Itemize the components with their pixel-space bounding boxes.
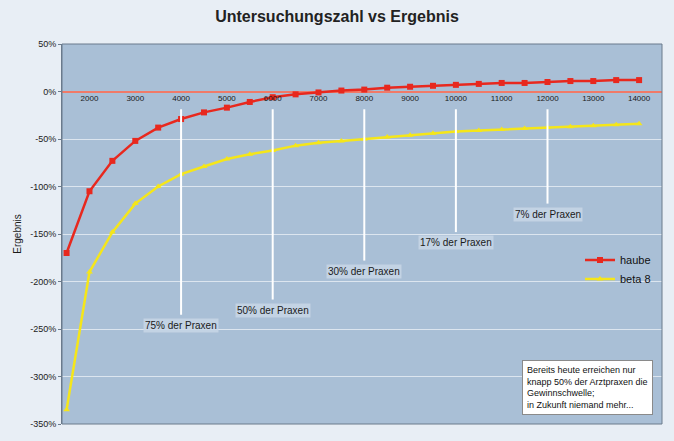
svg-text:-100%: -100%	[30, 182, 56, 192]
svg-text:beta 8: beta 8	[620, 273, 651, 285]
svg-text:Ergebnis: Ergebnis	[12, 214, 23, 253]
svg-text:50% der Praxen: 50% der Praxen	[237, 305, 309, 316]
svg-text:13000: 13000	[582, 94, 605, 103]
svg-text:17% der Praxen: 17% der Praxen	[420, 237, 492, 248]
svg-text:-250%: -250%	[30, 324, 56, 334]
svg-text:5000: 5000	[218, 94, 236, 103]
svg-text:11000: 11000	[491, 94, 513, 103]
svg-text:50%: 50%	[38, 39, 56, 49]
svg-text:7% der Praxen: 7% der Praxen	[515, 209, 581, 220]
svg-text:Untersuchungszahl vs Ergebnis: Untersuchungszahl vs Ergebnis	[215, 8, 459, 25]
svg-text:-150%: -150%	[30, 229, 56, 239]
svg-text:9000: 9000	[401, 94, 419, 103]
svg-text:14000: 14000	[628, 94, 651, 103]
svg-text:6000: 6000	[264, 94, 282, 103]
svg-text:7000: 7000	[310, 94, 328, 103]
svg-text:-50%: -50%	[35, 134, 56, 144]
svg-text:-350%: -350%	[30, 419, 56, 429]
svg-text:12000: 12000	[536, 94, 559, 103]
svg-text:30% der Praxen: 30% der Praxen	[328, 266, 400, 277]
svg-text:0%: 0%	[43, 87, 56, 97]
svg-text:4000: 4000	[172, 94, 190, 103]
svg-text:8000: 8000	[355, 94, 373, 103]
svg-text:3000: 3000	[126, 94, 144, 103]
svg-text:75% der Praxen: 75% der Praxen	[145, 320, 217, 331]
svg-text:10000: 10000	[445, 94, 468, 103]
svg-text:Bereits heute erreichen nurkna: Bereits heute erreichen nurknapp 50% der…	[527, 365, 648, 410]
svg-text:haube: haube	[620, 254, 651, 266]
svg-text:-300%: -300%	[30, 372, 56, 382]
svg-text:2000: 2000	[81, 94, 99, 103]
svg-text:-200%: -200%	[30, 277, 56, 287]
